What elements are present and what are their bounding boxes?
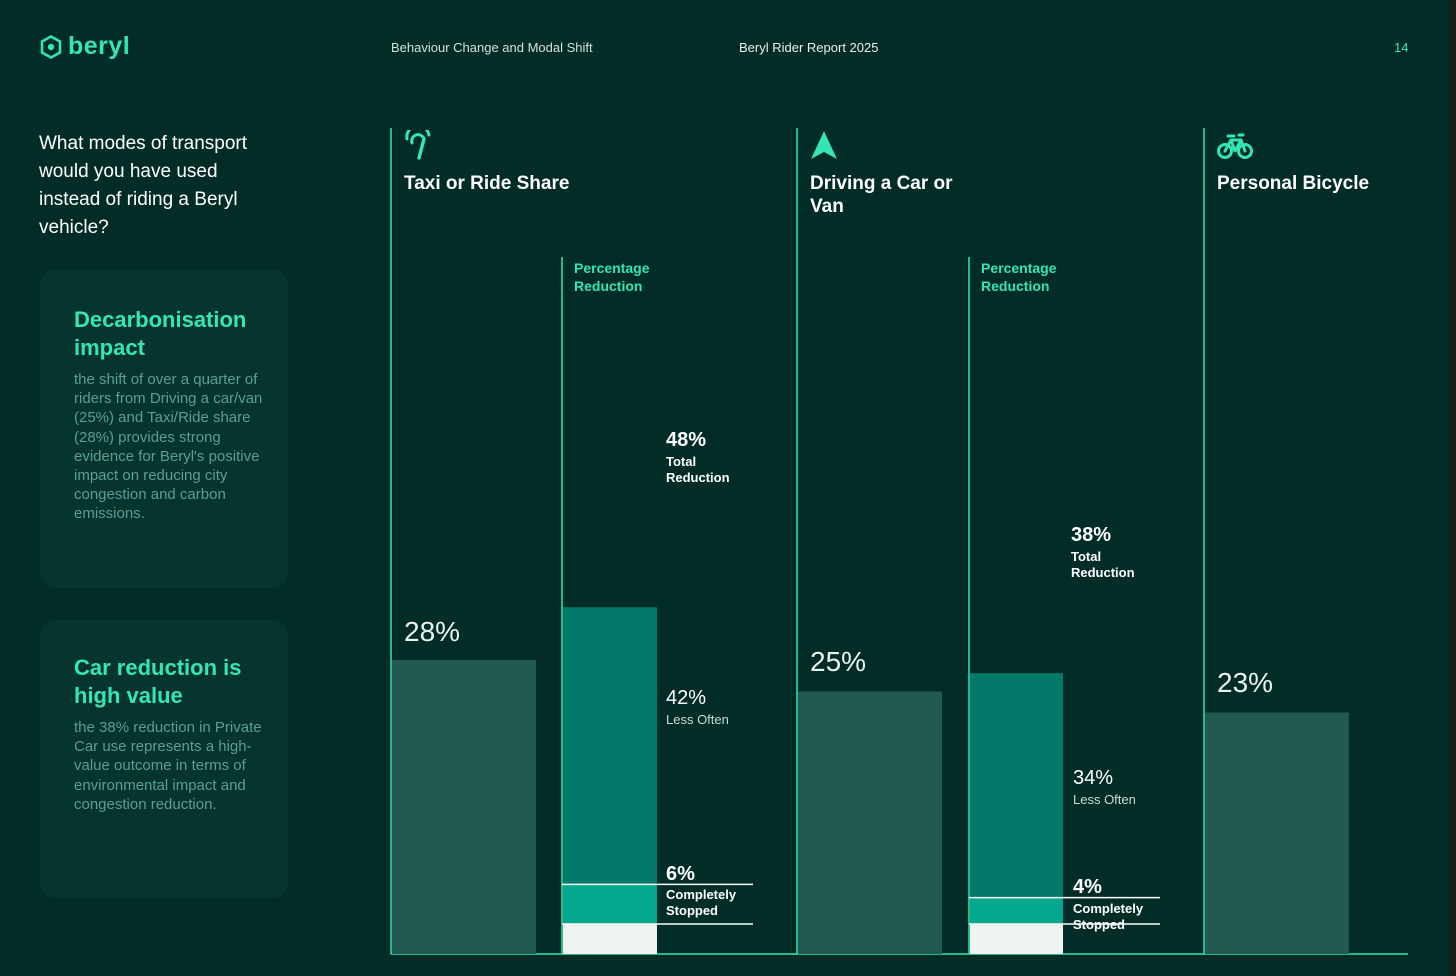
beryl-hex-icon [40, 34, 62, 59]
taxi-icon [404, 124, 432, 165]
decarbonisation-card: Decarbonisation impact the shift of over… [40, 270, 288, 588]
share-bar-1 [798, 691, 942, 954]
car-reduction-card: Car reduction is high value the 38% redu… [40, 620, 288, 898]
less-often-value: 42% [666, 687, 707, 709]
share-value-label: 23% [1217, 667, 1274, 698]
completely-stopped-caption: Completely Stopped [666, 887, 737, 918]
remainder-segment-1 [970, 924, 1063, 954]
share-bar-0 [392, 660, 536, 954]
report-title: Beryl Rider Report 2025 [739, 40, 879, 55]
completely-stopped-value: 6% [666, 863, 695, 885]
completely-stopped-caption: Completely Stopped [1073, 901, 1144, 932]
beryl-logo: beryl [40, 32, 130, 61]
less-often-segment-1 [970, 673, 1063, 898]
completely-stopped-segment-0 [563, 884, 657, 924]
share-value-label: 28% [404, 616, 461, 647]
category-label-taxi: Taxi or Ride Share [404, 173, 570, 194]
completely-stopped-segment-1 [970, 897, 1063, 924]
less-often-caption: Less Often [666, 712, 729, 727]
card-text: the shift of over a quarter of riders fr… [74, 371, 263, 523]
car-navigation-icon [810, 130, 838, 165]
share-bar-2 [1205, 712, 1349, 954]
category-label-car: Driving a Car or Van [810, 173, 953, 217]
reduction-heading: Percentage Reduction [981, 260, 1057, 294]
total-reduction-value: 48% [666, 429, 707, 451]
card-title: Decarbonisation impact [74, 307, 247, 360]
remainder-segment-0 [563, 924, 657, 954]
less-often-value: 34% [1073, 767, 1114, 789]
logo-wordmark: beryl [68, 32, 131, 60]
total-reduction-caption: Total Reduction [1071, 549, 1135, 580]
card-text: the 38% reduction in Private Car use rep… [74, 719, 262, 813]
section-title: Behaviour Change and Modal Shift [391, 40, 593, 55]
less-often-segment-0 [563, 607, 657, 885]
completely-stopped-value: 4% [1073, 876, 1102, 898]
card-title: Car reduction is high value [74, 655, 242, 708]
window-edge [1450, 0, 1456, 976]
less-often-caption: Less Often [1073, 792, 1136, 807]
reduction-heading: Percentage Reduction [574, 260, 650, 294]
bicycle-icon [1217, 132, 1253, 165]
category-label-bicycle: Personal Bicycle [1217, 173, 1370, 194]
page-number: 14 [1394, 40, 1409, 55]
total-reduction-value: 38% [1071, 524, 1112, 546]
total-reduction-caption: Total Reduction [666, 454, 730, 485]
survey-question: What modes of transport would you have u… [39, 133, 248, 238]
share-value-label: 25% [810, 646, 867, 677]
